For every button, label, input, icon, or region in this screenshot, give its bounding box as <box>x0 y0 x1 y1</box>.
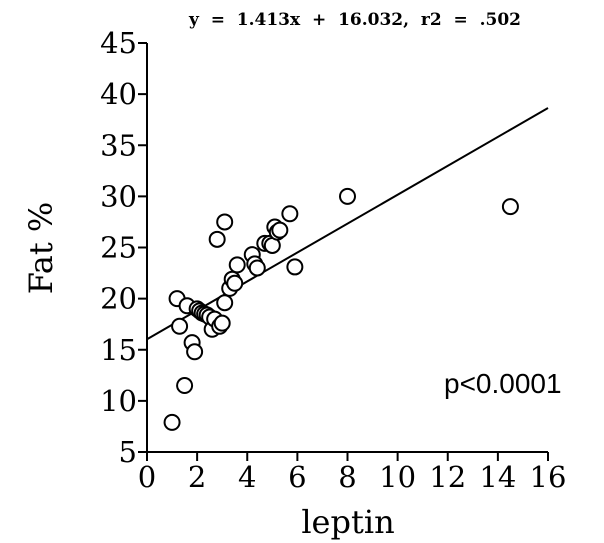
x-axis-label: leptin <box>301 503 394 541</box>
data-point <box>216 294 234 312</box>
y-tick-label: 45 <box>100 26 137 60</box>
regression-line <box>146 107 549 341</box>
y-tick-label: 5 <box>119 435 137 469</box>
data-point <box>226 274 244 292</box>
data-point <box>163 413 181 431</box>
x-tick-label: 2 <box>188 460 206 494</box>
x-tick-label: 6 <box>288 460 306 494</box>
x-tick-label: 16 <box>530 460 567 494</box>
x-tick-label: 0 <box>138 460 156 494</box>
data-point <box>213 314 231 332</box>
data-point <box>281 205 299 223</box>
data-point <box>339 187 356 205</box>
y-tick-label: 25 <box>100 231 137 265</box>
data-point <box>176 377 194 395</box>
x-tick-label: 14 <box>479 460 516 494</box>
x-tick-label: 10 <box>379 460 416 494</box>
x-tick-label: 8 <box>338 460 356 494</box>
p-value-annotation: p<0.0001 <box>444 368 562 399</box>
y-axis-ticks: 5 10 15 20 25 30 35 40 45 <box>100 26 147 469</box>
data-point <box>271 221 289 239</box>
data-point <box>228 256 246 274</box>
chart-title: y = 1.413x + 16.032, r2 = .502 <box>188 10 521 30</box>
y-tick-label: 35 <box>100 128 137 162</box>
data-point <box>501 198 519 216</box>
y-tick-label: 20 <box>100 282 137 316</box>
y-tick-label: 15 <box>100 333 137 367</box>
x-axis-ticks: 0 2 4 6 8 10 12 14 16 <box>138 452 567 494</box>
data-points <box>163 187 519 431</box>
y-tick-label: 10 <box>100 384 137 418</box>
data-point <box>216 213 234 231</box>
data-point <box>286 258 304 276</box>
data-point <box>208 230 226 248</box>
y-tick-label: 30 <box>100 179 137 213</box>
data-point <box>248 259 266 277</box>
x-tick-label: 12 <box>429 460 466 494</box>
data-point <box>186 343 204 361</box>
y-axis-label: Fat % <box>22 202 60 295</box>
x-tick-label: 4 <box>238 460 256 494</box>
data-point <box>171 317 189 335</box>
y-tick-label: 40 <box>100 77 137 111</box>
